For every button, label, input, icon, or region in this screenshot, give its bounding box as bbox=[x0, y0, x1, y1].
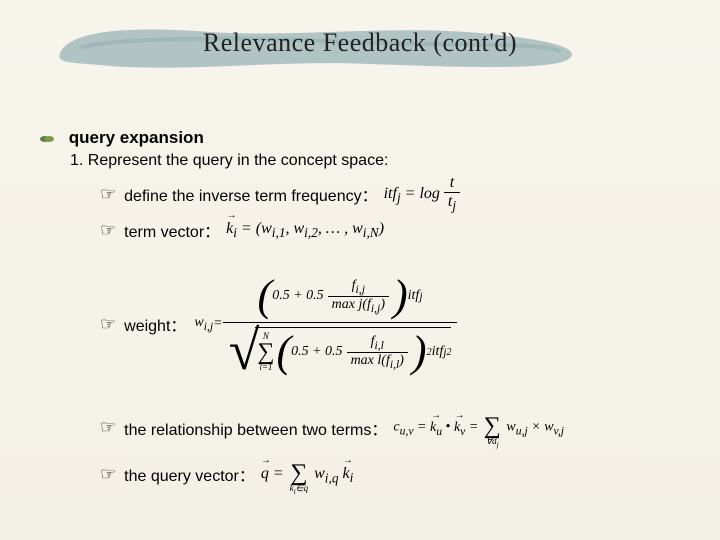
section-heading: query expansion bbox=[40, 128, 700, 148]
pointer-icon: ☞ bbox=[100, 220, 116, 241]
formula-weight: wi,j = ( 0.5 + 0.5 fi,j max j(fi,j) ) it… bbox=[194, 270, 457, 378]
pointer-icon: ☞ bbox=[100, 314, 116, 335]
bullet-queryvec: ☞ the query vector： q = ∑ ki∈q wi,q ki bbox=[100, 453, 700, 496]
formula-queryvec: q = ∑ ki∈q wi,q ki bbox=[261, 453, 353, 496]
heading-text: query expansion bbox=[69, 128, 204, 147]
formula-itf: itfj = log t tj bbox=[384, 174, 460, 214]
formula-relationship: cu,v = ku • kv = ∑ ∀dj wu,j × wv,j bbox=[393, 406, 564, 449]
bullet-termvec-label: term vector： bbox=[124, 218, 220, 242]
bullet-itf: ☞ define the inverse term frequency： itf… bbox=[100, 174, 700, 214]
step-1: 1. Represent the query in the concept sp… bbox=[70, 152, 700, 170]
formula-termvec: ki = (wi,1, wi,2, … , wi,N) bbox=[226, 220, 384, 241]
pointer-icon: ☞ bbox=[100, 464, 116, 485]
bullet-weight-label: weight： bbox=[124, 312, 186, 336]
bullet-weight: ☞ weight： wi,j = ( 0.5 + 0.5 fi,j max j(… bbox=[100, 270, 700, 378]
bullet-termvec: ☞ term vector： ki = (wi,1, wi,2, … , wi,… bbox=[100, 218, 700, 242]
leaf-bullet-icon bbox=[40, 134, 54, 144]
bullet-itf-label: define the inverse term frequency： bbox=[124, 182, 377, 206]
slide-title: Relevance Feedback (cont'd) bbox=[0, 28, 720, 58]
bullet-relationship: ☞ the relationship between two terms： cu… bbox=[100, 406, 700, 449]
slide: Relevance Feedback (cont'd) query expans… bbox=[0, 0, 720, 540]
bullet-relationship-label: the relationship between two terms： bbox=[124, 416, 387, 440]
pointer-icon: ☞ bbox=[100, 184, 116, 205]
pointer-icon: ☞ bbox=[100, 417, 116, 438]
content-area: query expansion 1. Represent the query i… bbox=[40, 128, 700, 500]
bullet-queryvec-label: the query vector： bbox=[124, 462, 255, 486]
